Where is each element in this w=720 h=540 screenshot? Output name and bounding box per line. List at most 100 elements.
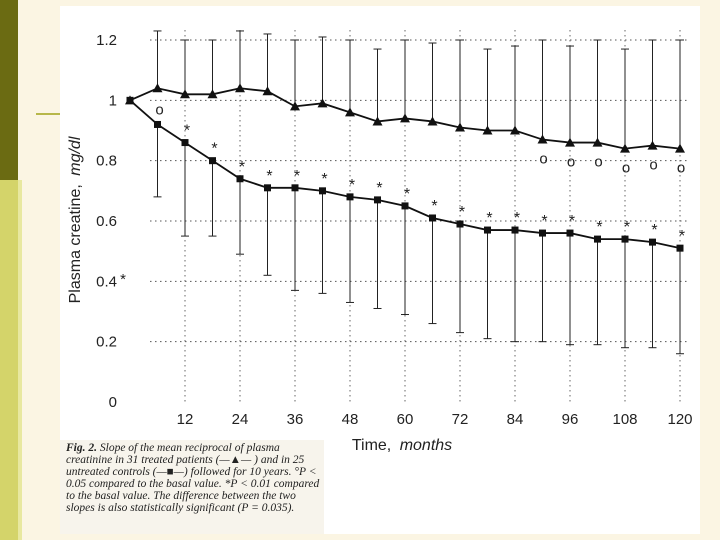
y-tick-label: 0.8 <box>96 153 117 170</box>
x-tick-label: 84 <box>507 411 524 428</box>
x-tick-label: 60 <box>397 411 414 428</box>
square-marker <box>264 184 271 192</box>
triangle-marker <box>345 107 355 117</box>
square-marker <box>429 214 436 222</box>
square-marker <box>126 96 134 104</box>
significance-mark-square: * <box>266 168 272 185</box>
square-marker <box>621 235 629 243</box>
triangle-marker <box>620 143 630 153</box>
series-markers <box>125 83 685 252</box>
triangle-marker <box>427 116 438 126</box>
triangle-marker <box>290 101 300 111</box>
significance-mark-square: * <box>184 123 190 140</box>
significance-mark-triangle: o <box>594 154 602 171</box>
triangle-marker <box>510 125 520 135</box>
x-tick-label: 48 <box>342 411 359 428</box>
slide-decor-line <box>36 113 76 115</box>
square-marker <box>374 196 381 204</box>
significance-mark-triangle: o <box>622 160 630 177</box>
x-tick-label: 36 <box>287 411 304 428</box>
square-marker <box>154 120 161 128</box>
x-axis-title-text: Time <box>352 437 387 454</box>
y-tick-labels: 0 0.2 0.4 0.6 0.8 1 1.2 <box>96 32 117 411</box>
significance-mark-square: * <box>294 168 300 185</box>
error-bars <box>153 30 684 355</box>
triangle-marker <box>482 125 493 135</box>
significance-mark-square: * <box>239 159 245 176</box>
square-marker <box>319 187 326 195</box>
square-marker <box>484 226 491 234</box>
significance-mark-square: * <box>404 186 410 203</box>
caption-area <box>60 440 324 534</box>
x-tick-label: 96 <box>562 411 579 428</box>
significance-mark-triangle: o <box>649 157 657 174</box>
significance-mark-triangle: o <box>539 151 547 168</box>
triangle-marker <box>317 98 328 108</box>
square-marker <box>676 244 684 252</box>
significance-mark-square: * <box>486 210 492 227</box>
slide-accent-bar-light <box>0 180 18 540</box>
square-marker <box>236 175 244 183</box>
significance-mark-triangle: o <box>567 154 575 171</box>
triangle-marker <box>455 122 465 132</box>
square-marker <box>566 229 574 237</box>
square-marker <box>209 157 216 165</box>
significance-mark-square: * <box>514 210 520 227</box>
square-marker <box>181 139 189 147</box>
x-tick-label: 12 <box>177 411 194 428</box>
x-tick-label: 120 <box>667 411 692 428</box>
significance-mark-square: * <box>569 213 575 230</box>
y-tick-label: 0 <box>109 394 117 411</box>
y-tick-label: 0.2 <box>96 334 117 351</box>
stray-asterisk: * <box>120 271 126 288</box>
triangle-marker <box>400 113 410 123</box>
triangle-marker <box>235 83 245 93</box>
triangle-marker <box>565 137 575 147</box>
y-tick-label: 1.2 <box>96 32 117 49</box>
square-marker <box>291 184 299 192</box>
square-marker <box>649 238 656 246</box>
triangle-marker <box>372 116 383 126</box>
y-tick-label: 0.4 <box>96 273 117 290</box>
x-tick-label: 72 <box>452 411 469 428</box>
caption-text: Slope of the mean reciprocal of plasma c… <box>66 442 320 514</box>
x-tick-label: 108 <box>612 411 637 428</box>
triangle-marker <box>152 83 163 93</box>
significance-mark-square: * <box>349 177 355 194</box>
square-marker <box>401 202 409 210</box>
y-axis-title-unit: mg/dl <box>67 136 84 176</box>
significance-markers: o * * * * * * * * * * * * * * o * o * o * o * o * o <box>155 101 685 245</box>
square-marker <box>594 235 601 243</box>
triangle-marker <box>537 134 548 144</box>
y-axis-title-text: Plasma creatine, <box>67 184 84 303</box>
significance-mark-square: * <box>431 198 437 215</box>
square-marker <box>346 193 354 201</box>
triangle-marker <box>647 140 658 150</box>
caption-lead: Fig. 2. <box>66 442 97 454</box>
x-axis-title-unit: months <box>400 437 452 454</box>
x-tick-label: 24 <box>232 411 249 428</box>
square-marker <box>456 220 464 228</box>
square-marker <box>511 226 519 234</box>
significance-mark-square: * <box>679 228 685 245</box>
figure-caption: Fig. 2. Slope of the mean reciprocal of … <box>66 442 322 514</box>
triangle-marker <box>180 89 190 99</box>
triangle-marker <box>675 143 685 153</box>
y-tick-label: 1 <box>109 92 117 109</box>
significance-mark-square: * <box>459 204 465 221</box>
significance-mark-square: * <box>376 180 382 197</box>
triangle-marker <box>207 89 218 99</box>
significance-mark-square: * <box>651 222 657 239</box>
significance-mark-square: * <box>211 141 217 158</box>
triangle-marker <box>262 86 273 96</box>
significance-mark-square: * <box>541 213 547 230</box>
significance-mark-square: * <box>596 219 602 236</box>
y-axis-title: Plasma creatine, mg/dl <box>67 136 84 303</box>
x-tick-labels: 12 24 36 48 60 72 84 96 108 120 <box>177 411 693 428</box>
grid-lines <box>150 30 690 402</box>
square-marker <box>539 229 546 237</box>
slide-accent-bar-dark <box>0 0 18 180</box>
y-tick-label: 0.6 <box>96 213 117 230</box>
triangle-marker <box>592 137 603 147</box>
